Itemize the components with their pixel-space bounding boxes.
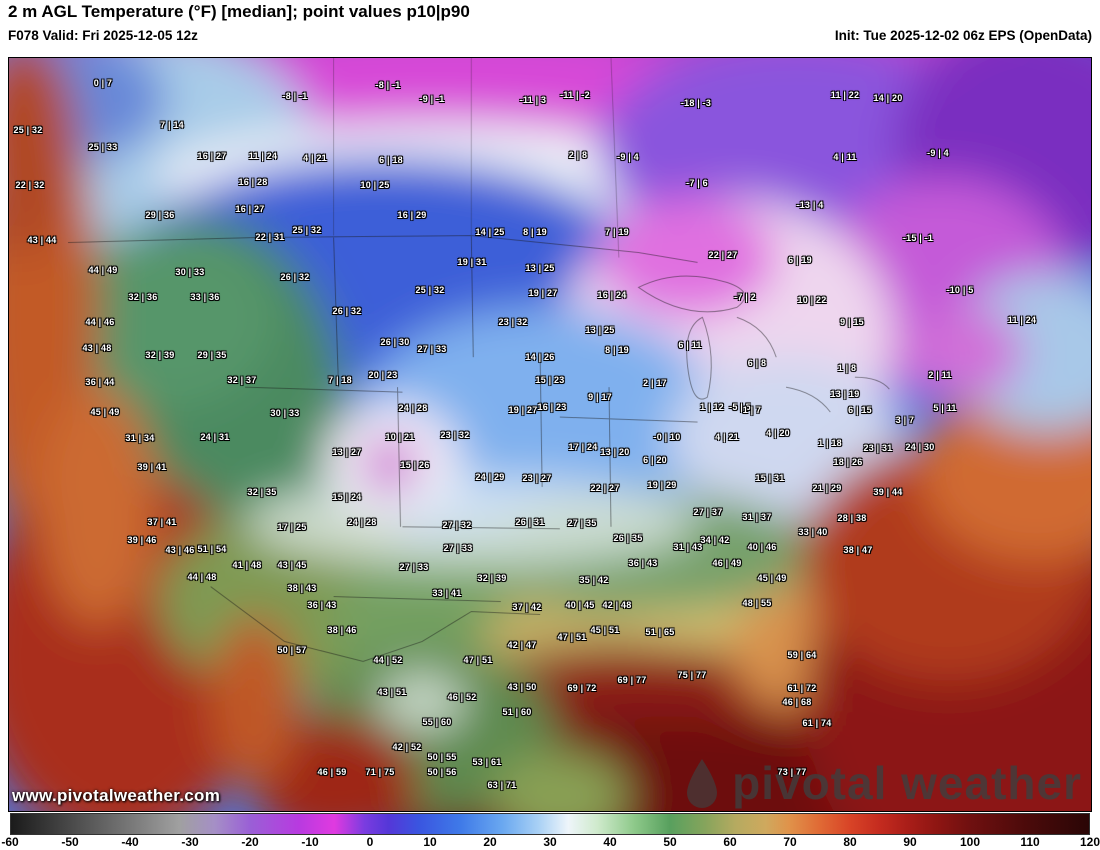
colorbar-tick-label: 10 (423, 835, 437, 849)
colorbar-tick-label: 80 (843, 835, 857, 849)
colorbar-tick-label: -60 (1, 835, 19, 849)
colorbar-tick-label: 70 (783, 835, 797, 849)
colorbar-tick-label: 100 (959, 835, 981, 849)
colorbar-tick-label: 30 (543, 835, 557, 849)
header: 2 m AGL Temperature (°F) [median]; point… (0, 0, 1100, 57)
brand-name: pivotal weather (732, 757, 1082, 809)
colorbar-tick-label: 110 (1020, 835, 1040, 849)
valid-time: F078 Valid: Fri 2025-12-05 12z (8, 28, 198, 43)
temperature-field (9, 58, 1091, 811)
init-time: Init: Tue 2025-12-02 06z EPS (OpenData) (834, 28, 1092, 43)
brand-logo: pivotal weather (682, 756, 1082, 810)
colorbar-tick-label: 50 (663, 835, 677, 849)
colorbar-ticks: -60 -50 -40 -30 -20 -10 0 10 20 30 40 50 60 70 80 90 100… (1, 835, 1100, 849)
colorbar-tick-label: -20 (241, 835, 259, 849)
colorbar-gradient (10, 813, 1090, 835)
colorbar-tick-label: -50 (61, 835, 79, 849)
raindrop-icon (682, 757, 722, 809)
colorbar: -60 -50 -40 -30 -20 -10 0 10 20 30 40 50 60 70 80 90 100… (0, 812, 1100, 850)
political-borders (68, 58, 890, 662)
colorbar-tick-label: 120 (1079, 835, 1100, 849)
temperature-map (8, 57, 1092, 812)
colorbar-tick-label: 40 (603, 835, 617, 849)
colorbar-tick-label: 20 (483, 835, 497, 849)
colorbar-tick-label: -30 (181, 835, 199, 849)
map-title: 2 m AGL Temperature (°F) [median]; point… (8, 2, 470, 21)
colorbar-tick-label: -10 (301, 835, 319, 849)
colorbar-tick-label: 60 (723, 835, 737, 849)
colorbar-tick-label: 0 (366, 835, 374, 849)
watermark-url: www.pivotalweather.com (12, 786, 221, 805)
colorbar-tick-label: 90 (903, 835, 917, 849)
colorbar-tick-label: -40 (121, 835, 139, 849)
